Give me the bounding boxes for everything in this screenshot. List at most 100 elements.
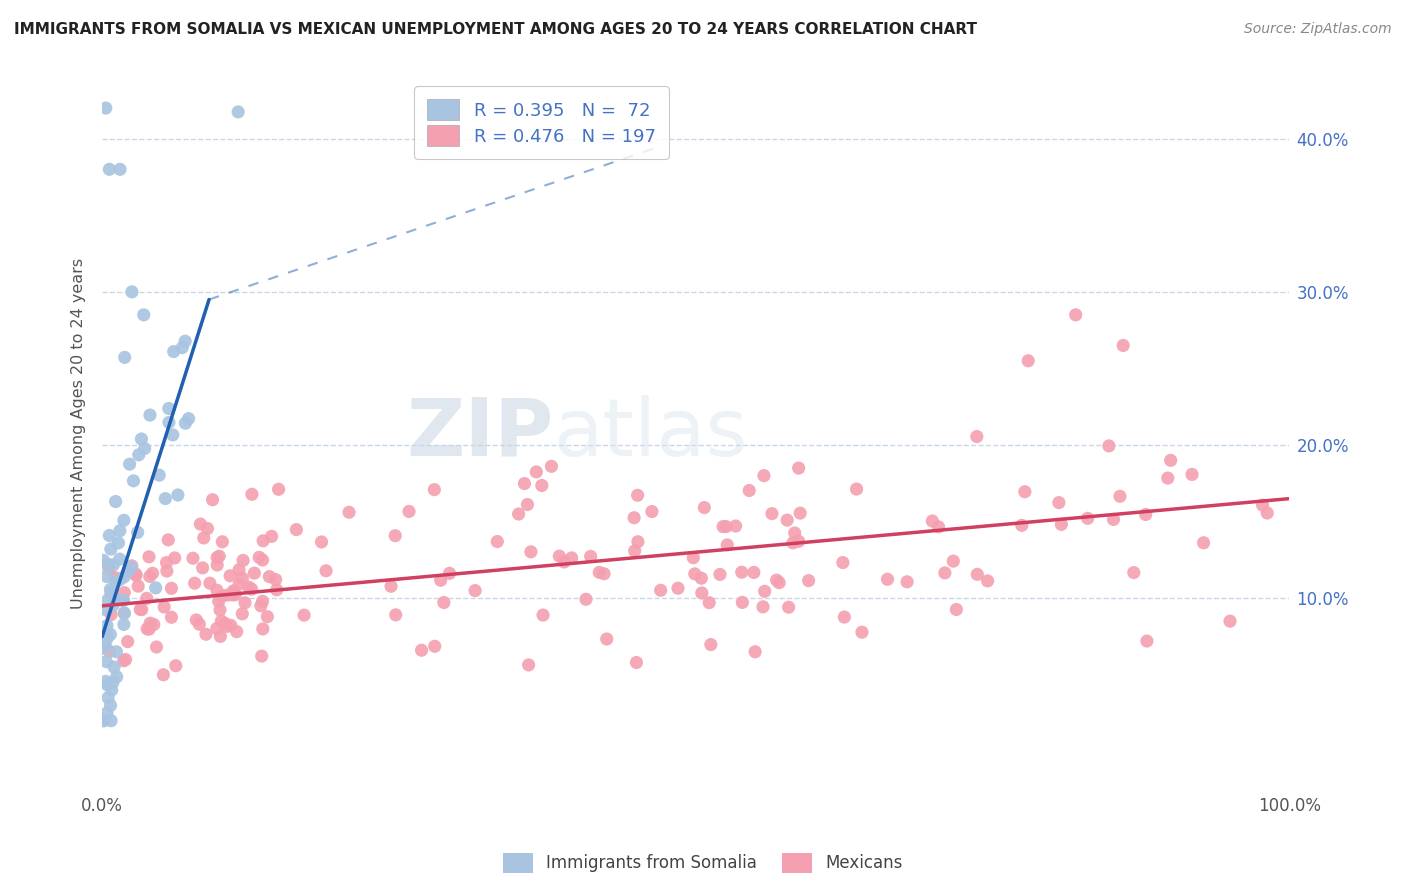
Point — [423, 483, 446, 497]
Point — [1136, 634, 1159, 648]
Point — [112, 513, 135, 527]
Point — [100, 627, 122, 641]
Point — [976, 574, 998, 588]
Point — [266, 582, 288, 597]
Point — [1011, 518, 1033, 533]
Point — [108, 573, 131, 587]
Point — [683, 566, 706, 581]
Point — [93, 641, 115, 656]
Point — [98, 562, 121, 576]
Point — [194, 627, 217, 641]
Point — [238, 580, 260, 594]
Point — [731, 566, 754, 580]
Point — [240, 582, 263, 597]
Point — [205, 622, 228, 636]
Point — [214, 616, 236, 631]
Point — [190, 517, 212, 532]
Point — [100, 698, 122, 713]
Point — [1102, 512, 1125, 526]
Point — [103, 660, 125, 674]
Point — [96, 557, 118, 571]
Text: ZIP: ZIP — [406, 394, 554, 473]
Point — [100, 542, 122, 557]
Point — [486, 534, 509, 549]
Point — [100, 714, 122, 728]
Point — [127, 525, 149, 540]
Point — [260, 529, 283, 543]
Point — [132, 308, 155, 322]
Point — [93, 602, 115, 616]
Point — [157, 416, 180, 430]
Point — [205, 550, 228, 565]
Point — [153, 599, 176, 614]
Point — [540, 459, 562, 474]
Point — [231, 607, 253, 621]
Point — [209, 614, 232, 628]
Point — [575, 592, 598, 607]
Point — [156, 564, 179, 578]
Point — [157, 401, 180, 416]
Point — [1112, 338, 1135, 352]
Point — [267, 483, 290, 497]
Point — [107, 536, 129, 550]
Point — [623, 510, 645, 524]
Point — [110, 593, 132, 607]
Point — [398, 504, 420, 518]
Point — [423, 640, 446, 654]
Point — [145, 640, 167, 654]
Point — [208, 603, 231, 617]
Point — [205, 583, 228, 598]
Point — [122, 474, 145, 488]
Point — [264, 573, 287, 587]
Point — [650, 583, 672, 598]
Point — [1160, 453, 1182, 467]
Point — [593, 566, 616, 581]
Point — [231, 571, 253, 585]
Point — [921, 514, 943, 528]
Point — [1181, 467, 1204, 482]
Point — [112, 606, 135, 620]
Point — [243, 566, 266, 581]
Point — [380, 579, 402, 593]
Point — [174, 416, 197, 430]
Point — [139, 408, 162, 422]
Point — [201, 492, 224, 507]
Point — [1047, 495, 1070, 509]
Point — [627, 534, 650, 549]
Point — [139, 616, 162, 631]
Text: atlas: atlas — [554, 394, 748, 473]
Point — [96, 655, 118, 669]
Point — [112, 593, 135, 607]
Point — [97, 593, 120, 607]
Point — [384, 529, 406, 543]
Point — [896, 574, 918, 589]
Point — [228, 577, 250, 591]
Point — [623, 544, 645, 558]
Point — [127, 579, 149, 593]
Point — [845, 482, 868, 496]
Point — [100, 586, 122, 600]
Point — [285, 523, 308, 537]
Point — [508, 507, 530, 521]
Point — [787, 461, 810, 475]
Point — [114, 351, 136, 365]
Point — [1064, 308, 1087, 322]
Point — [193, 531, 215, 545]
Point — [96, 618, 118, 632]
Point — [211, 589, 233, 603]
Point — [697, 596, 720, 610]
Point — [117, 564, 139, 578]
Point — [148, 468, 170, 483]
Point — [125, 567, 148, 582]
Point — [1014, 484, 1036, 499]
Point — [561, 550, 583, 565]
Point — [315, 564, 337, 578]
Point — [138, 549, 160, 564]
Point — [93, 714, 115, 728]
Point — [217, 588, 239, 602]
Point — [742, 566, 765, 580]
Point — [163, 551, 186, 566]
Point — [100, 582, 122, 597]
Point — [198, 576, 221, 591]
Point — [96, 632, 118, 646]
